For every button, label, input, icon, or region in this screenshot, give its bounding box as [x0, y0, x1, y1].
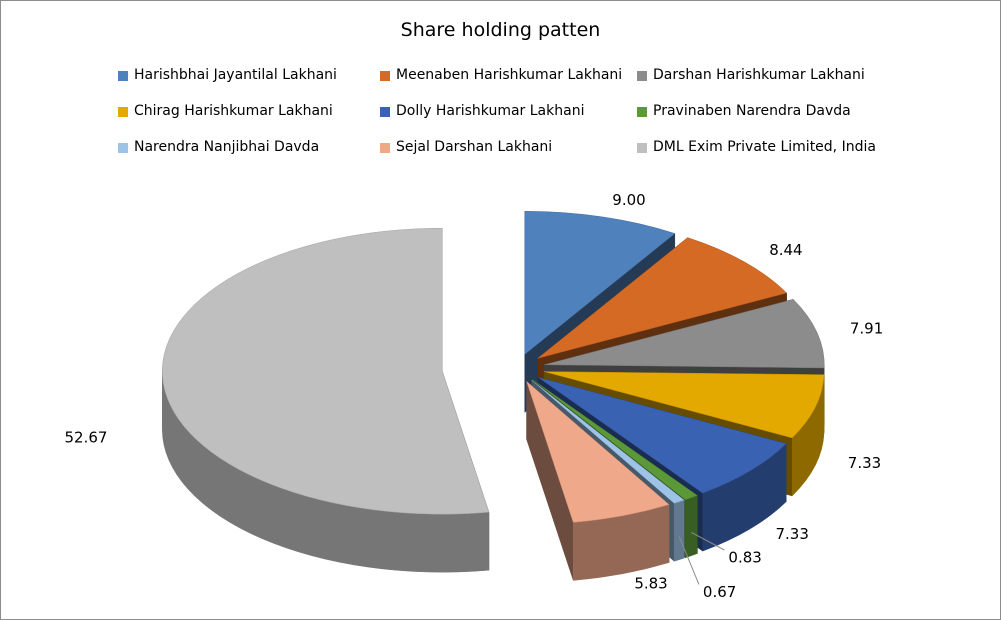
pie-slice	[162, 227, 490, 515]
pie-slice	[524, 211, 676, 355]
legend-label: Meenaben Harishkumar Lakhani	[396, 67, 623, 83]
data-label: 9.00	[612, 191, 645, 209]
legend-swatch	[380, 107, 390, 117]
legend-swatch	[380, 71, 390, 81]
leader-line	[678, 536, 700, 585]
pie-slice	[544, 299, 825, 369]
legend-swatch	[118, 143, 128, 153]
pie-slice	[537, 237, 788, 359]
legend-label: Narendra Nanjibhai Davda	[134, 139, 320, 155]
legend-label: Chirag Harishkumar Lakhani	[134, 103, 333, 119]
pie-slice	[531, 379, 685, 504]
data-labels: 9.00 8.44 7.91 7.33 7.33 0.83 0.67 5.83 52.67	[64, 191, 883, 601]
data-label: 8.44	[769, 241, 802, 259]
legend-swatch	[118, 107, 128, 117]
legend-label: Harishbhai Jayantilal Lakhani	[134, 67, 337, 83]
leader-line	[691, 532, 725, 551]
chart-title: Share holding patten	[400, 19, 601, 41]
legend-label: DML Exim Private Limited, India	[653, 139, 876, 155]
slice-tops	[162, 211, 825, 523]
pie-slice	[526, 380, 670, 523]
legend-label: Darshan Harishkumar Lakhani	[653, 67, 865, 83]
pie-slice	[532, 379, 698, 501]
legend-swatch	[637, 71, 647, 81]
data-label: 52.67	[64, 428, 107, 446]
legend-label: Dolly Harishkumar Lakhani	[396, 103, 585, 119]
pie-slice	[544, 371, 825, 439]
data-label: 7.33	[775, 525, 808, 543]
data-label: 7.33	[848, 454, 881, 472]
legend-label: Pravinaben Narendra Davda	[653, 103, 851, 119]
data-label: 0.67	[703, 583, 736, 601]
slice-outer-wall	[685, 495, 698, 559]
data-label: 5.83	[634, 575, 667, 593]
legend-swatch	[637, 143, 647, 153]
data-label: 7.91	[850, 319, 883, 337]
slice-outer-wall	[673, 499, 685, 562]
legend-swatch	[637, 107, 647, 117]
legend-label: Sejal Darshan Lakhani	[396, 139, 553, 155]
legend-swatch	[118, 71, 128, 81]
data-label: 0.83	[728, 549, 761, 567]
legend-swatch	[380, 143, 390, 153]
pie-slice	[538, 377, 787, 494]
